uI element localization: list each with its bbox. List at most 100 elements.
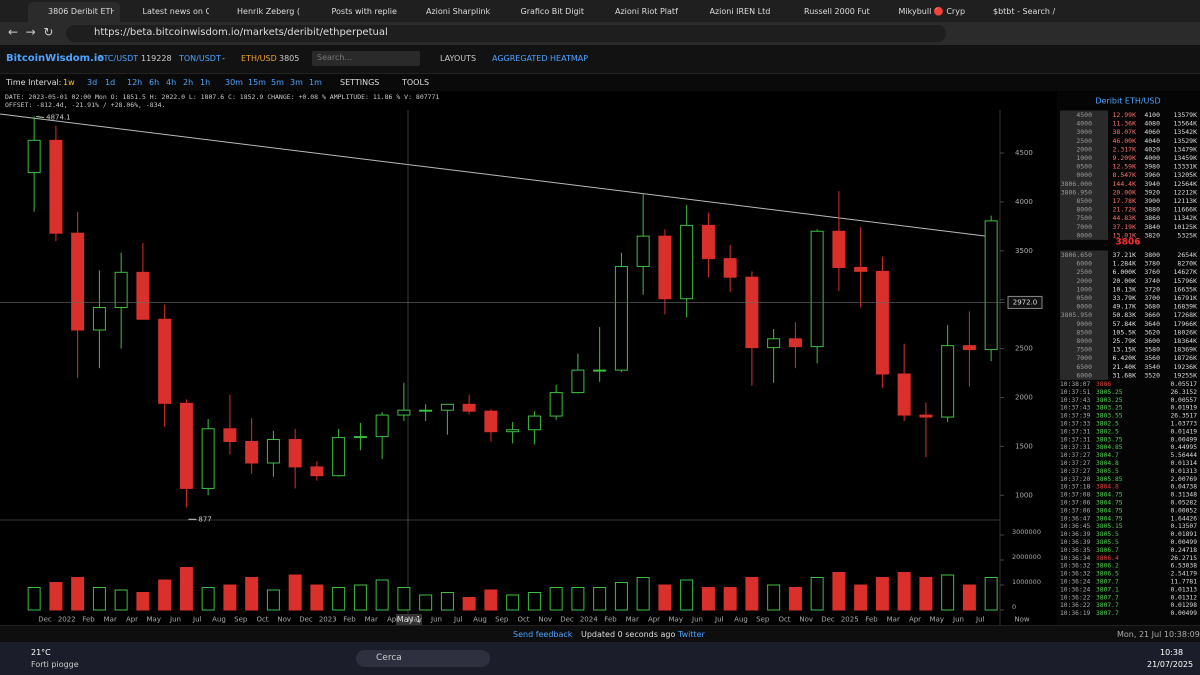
book-row-bg	[1060, 162, 1108, 172]
tab-title[interactable]: Azioni Riot Platf	[615, 7, 678, 16]
book-price: 4100	[1144, 111, 1160, 119]
book-total: 16791K	[1174, 294, 1198, 302]
y-tick-label: 4000	[1015, 198, 1033, 206]
x-tick-label: Dec	[821, 616, 835, 624]
tab-title[interactable]: Posts with replie	[331, 7, 397, 16]
candle-body	[810, 230, 824, 348]
taskbar-search[interactable]: Cerca	[376, 653, 402, 663]
heatmap[interactable]: AGGREGATED HEATMAP	[492, 54, 589, 63]
tab[interactable]: Azioni Riot Platf	[595, 2, 687, 22]
chart: May 1 DATE: 2023-05-01 02:00 Mon O: 1851…	[0, 93, 1198, 625]
pair-price: -	[222, 54, 225, 63]
pair-name[interactable]: TON/USDT	[179, 54, 221, 63]
book-price: 4040	[1144, 137, 1160, 145]
interval-button[interactable]: 4h	[166, 78, 177, 87]
trade-time: 10:36:24	[1060, 586, 1091, 593]
x-tick-label: Dec	[299, 616, 313, 624]
tab-title[interactable]: Mikybull 🔴 Cryp	[898, 7, 965, 16]
book-row-bg	[1060, 170, 1108, 180]
volume-bar	[310, 584, 324, 611]
volume-bar	[353, 584, 367, 611]
twitter-link[interactable]: Twitter	[678, 630, 705, 639]
tab[interactable]: Grafico Bit Digit	[501, 2, 593, 22]
book-size: 12.99K	[1113, 111, 1137, 119]
interval-button[interactable]: 5m	[271, 78, 284, 87]
candle-body	[984, 220, 998, 351]
book-size: 11.36K	[1113, 120, 1137, 128]
url-field[interactable]	[66, 25, 946, 42]
url[interactable]: https://beta.bitcoinwisdom.io/markets/de…	[94, 27, 388, 38]
feedback-link[interactable]: Send feedback	[513, 630, 573, 639]
interval-button[interactable]: 1m	[309, 78, 322, 87]
logo[interactable]: BitcoinWisdom.io	[6, 53, 105, 64]
book-total: 17966K	[1174, 320, 1198, 328]
x-tick-label: Nov	[277, 616, 291, 624]
book-price: 3540	[1144, 363, 1160, 371]
nav-buttons[interactable]: ← → ↻	[8, 25, 54, 39]
interval-button[interactable]: 6h	[149, 78, 160, 87]
pair-name[interactable]: BTC/USDT	[98, 54, 139, 63]
trade-price: 3807.7	[1096, 579, 1119, 586]
interval-button[interactable]: 15m	[248, 78, 266, 87]
clock: Mon, 21 Jul 10:38:09	[1117, 630, 1200, 639]
trade-size: 2.54179	[1170, 571, 1197, 578]
tab-title[interactable]: Azioni Sharplink	[426, 7, 491, 16]
trade-price: 3805.85	[1096, 476, 1123, 483]
tab-title[interactable]: Azioni IREN Ltd	[709, 7, 771, 16]
tab[interactable]: Russell 2000 Fut	[784, 2, 876, 22]
tab-title[interactable]: $btbt - Search /	[993, 7, 1056, 16]
tab[interactable]: Azioni Sharplink	[406, 2, 498, 22]
tab-title[interactable]: Latest news on C	[142, 7, 209, 16]
search-box[interactable]	[312, 51, 420, 66]
book-level: 6000	[1076, 260, 1092, 268]
x-tick-label: Jul	[453, 616, 463, 624]
trade-price: 3804.8	[1096, 484, 1119, 491]
candle-body	[875, 270, 889, 375]
search-placeholder[interactable]: Search...	[317, 53, 353, 62]
settings[interactable]: SETTINGS	[340, 78, 380, 87]
book-size: 57.84K	[1113, 320, 1137, 328]
book-price: 4060	[1144, 128, 1160, 136]
tab[interactable]: Posts with replie	[312, 2, 404, 22]
tab[interactable]: Latest news on C	[123, 2, 215, 22]
tab[interactable]: Azioni IREN Ltd	[690, 2, 782, 22]
volume-bar	[701, 587, 715, 611]
interval-button[interactable]: 12h	[127, 78, 143, 87]
book-size: 20.00K	[1113, 277, 1137, 285]
pair-name[interactable]: ETH/USD	[241, 54, 277, 63]
book-total: 13579K	[1174, 111, 1198, 119]
interval-button[interactable]: 3m	[290, 78, 303, 87]
tab[interactable]: 3806 Deribit ETH	[28, 2, 120, 22]
book-row-bg	[1060, 222, 1108, 232]
interval-button[interactable]: 30m	[225, 78, 243, 87]
trade-price: 3806.7	[1096, 547, 1119, 554]
candle-body	[92, 307, 106, 331]
tab[interactable]: Henrik Zeberg (	[217, 2, 309, 22]
tab[interactable]: $btbt - Search /	[973, 2, 1065, 22]
tab-title[interactable]: Henrik Zeberg (	[237, 7, 300, 16]
interval-button[interactable]: 1h	[200, 78, 211, 87]
interval-button[interactable]: 1w	[63, 78, 75, 87]
book-total: 17268K	[1174, 311, 1198, 319]
trade-price: 3803.75	[1096, 436, 1123, 443]
book-level: 6500	[1076, 363, 1092, 371]
interval-button[interactable]: 3d	[87, 78, 98, 87]
book-row-bg	[1060, 230, 1108, 240]
tab-title[interactable]: Grafico Bit Digit	[520, 7, 584, 16]
search-field[interactable]	[356, 650, 490, 667]
volume-bar	[114, 589, 128, 611]
book-price: 3880	[1144, 206, 1160, 214]
tab[interactable]: Mikybull 🔴 Cryp	[879, 2, 971, 22]
x-tick-label: Aug	[212, 616, 226, 624]
tools[interactable]: TOOLS	[402, 78, 430, 87]
volume-bar	[810, 577, 824, 611]
interval-button[interactable]: 2h	[183, 78, 194, 87]
book-price: 3920	[1144, 188, 1160, 196]
tab-title[interactable]: 3806 Deribit ETH	[48, 7, 114, 16]
trade-price: 3806	[1096, 381, 1111, 388]
tab-title[interactable]: Russell 2000 Fut	[804, 7, 870, 16]
book-price: 3780	[1144, 260, 1160, 268]
interval-button[interactable]: 1d	[105, 78, 116, 87]
layouts[interactable]: LAYOUTS	[440, 54, 477, 63]
